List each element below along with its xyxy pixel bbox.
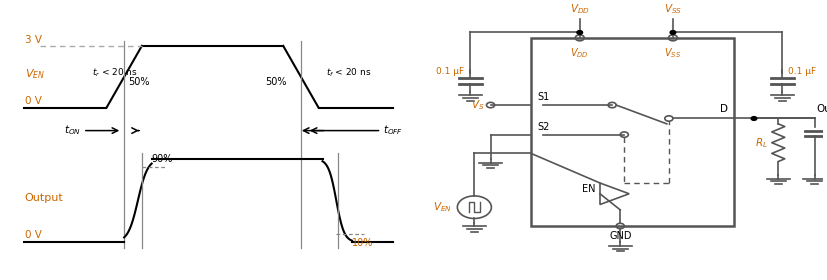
Text: $t_r$ < 20 ns: $t_r$ < 20 ns	[93, 67, 138, 79]
Text: 0.1 μF: 0.1 μF	[436, 67, 464, 76]
Text: S2: S2	[538, 122, 550, 132]
Circle shape	[751, 116, 757, 120]
Text: 90%: 90%	[151, 155, 173, 164]
Text: 3 V: 3 V	[25, 34, 42, 45]
Text: $V_{SS}$: $V_{SS}$	[664, 3, 682, 16]
Text: 50%: 50%	[128, 77, 150, 87]
Text: 10%: 10%	[352, 238, 373, 248]
Text: 0.1 μF: 0.1 μF	[788, 67, 816, 76]
Text: D: D	[719, 104, 728, 115]
Text: $V_{EN}$: $V_{EN}$	[433, 200, 452, 214]
Text: $V_{DD}$: $V_{DD}$	[571, 46, 589, 60]
Text: $R_L$: $R_L$	[755, 136, 768, 150]
Text: 0 V: 0 V	[25, 95, 41, 106]
Text: EN: EN	[582, 184, 596, 194]
Text: $t_{OFF}$: $t_{OFF}$	[384, 124, 404, 137]
Text: $t_{ON}$: $t_{ON}$	[64, 124, 81, 137]
Text: $V_{DD}$: $V_{DD}$	[570, 3, 590, 16]
Text: 50%: 50%	[265, 77, 287, 87]
Text: GND: GND	[609, 231, 632, 241]
Circle shape	[577, 31, 582, 34]
Text: S1: S1	[538, 92, 549, 102]
Text: $t_f$ < 20 ns: $t_f$ < 20 ns	[327, 67, 372, 79]
Text: $V_{SS}$: $V_{SS}$	[664, 46, 681, 60]
Text: Output: Output	[817, 104, 827, 115]
Bar	[531, 38, 734, 226]
Text: $V_{EN}$: $V_{EN}$	[25, 67, 45, 81]
Text: $V_S$: $V_S$	[471, 98, 485, 112]
Text: 0 V: 0 V	[25, 230, 41, 240]
Text: Output: Output	[25, 193, 64, 203]
Circle shape	[670, 31, 676, 34]
